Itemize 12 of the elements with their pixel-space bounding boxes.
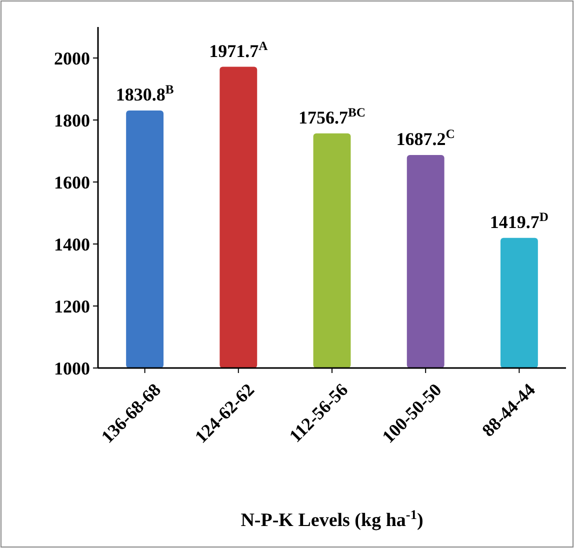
data-label: 1756.7$^{BC}$ (298, 105, 366, 128)
x-axis-title: N-P-K Levels (kg ha$^{-1}$) (240, 506, 424, 531)
data-label: 1971.7$^{A}$ (209, 38, 268, 61)
y-tick-label: 1400 (54, 234, 90, 254)
y-tick-label: 1200 (54, 296, 90, 316)
y-tick-label: 1600 (54, 172, 90, 192)
data-label: 1830.8$^{B}$ (116, 82, 174, 104)
y-tick-label: 2000 (54, 48, 90, 68)
data-label: 1687.2$^{C}$ (396, 126, 455, 149)
data-label: 1419.7$^{D}$ (490, 210, 549, 232)
y-tick-label: 1000 (54, 358, 90, 378)
y-tick-label: 1800 (54, 110, 90, 130)
